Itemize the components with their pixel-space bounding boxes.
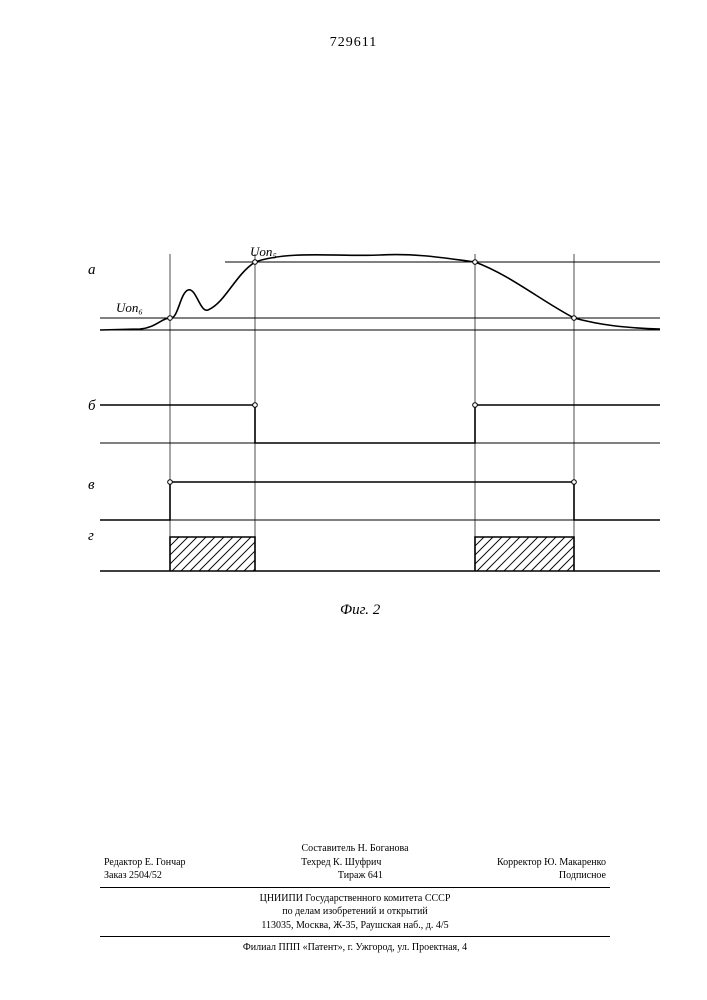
branch: Филиал ППП «Патент», г. Ужгород, ул. Про… bbox=[100, 941, 610, 955]
compiler-line: Составитель Н. Боганова bbox=[100, 842, 610, 856]
tech-editor: Техред К. Шуфрич bbox=[301, 856, 381, 870]
subscription: Подписное bbox=[559, 869, 606, 883]
row-label-b: б bbox=[88, 398, 96, 415]
publisher-1: ЦНИИПИ Государственного комитета СССР bbox=[100, 892, 610, 906]
print-run: Тираж 641 bbox=[338, 869, 383, 883]
document-number: 729611 bbox=[0, 35, 707, 51]
svg-text:Uоп₅: Uоп₅ bbox=[250, 244, 277, 259]
publisher-addr: 113035, Москва, Ж-35, Раушская наб., д. … bbox=[100, 919, 610, 933]
row-label-v: в bbox=[88, 477, 95, 494]
row-label-a: а bbox=[88, 262, 96, 279]
colophon: Составитель Н. Боганова Редактор Е. Гонч… bbox=[100, 842, 610, 955]
divider-2 bbox=[100, 936, 610, 937]
timing-diagram: Uоп₅ Uоп₆ bbox=[80, 195, 660, 595]
publisher-2: по делам изобретений и открытий bbox=[100, 905, 610, 919]
proofreader: Корректор Ю. Макаренко bbox=[497, 856, 606, 870]
divider-1 bbox=[100, 887, 610, 888]
figure-caption: Фиг. 2 bbox=[340, 602, 380, 619]
row-label-g: г bbox=[88, 528, 94, 545]
order-no: Заказ 2504/52 bbox=[104, 869, 162, 883]
svg-text:Uоп₆: Uоп₆ bbox=[116, 300, 143, 315]
editor: Редактор Е. Гончар bbox=[104, 856, 186, 870]
